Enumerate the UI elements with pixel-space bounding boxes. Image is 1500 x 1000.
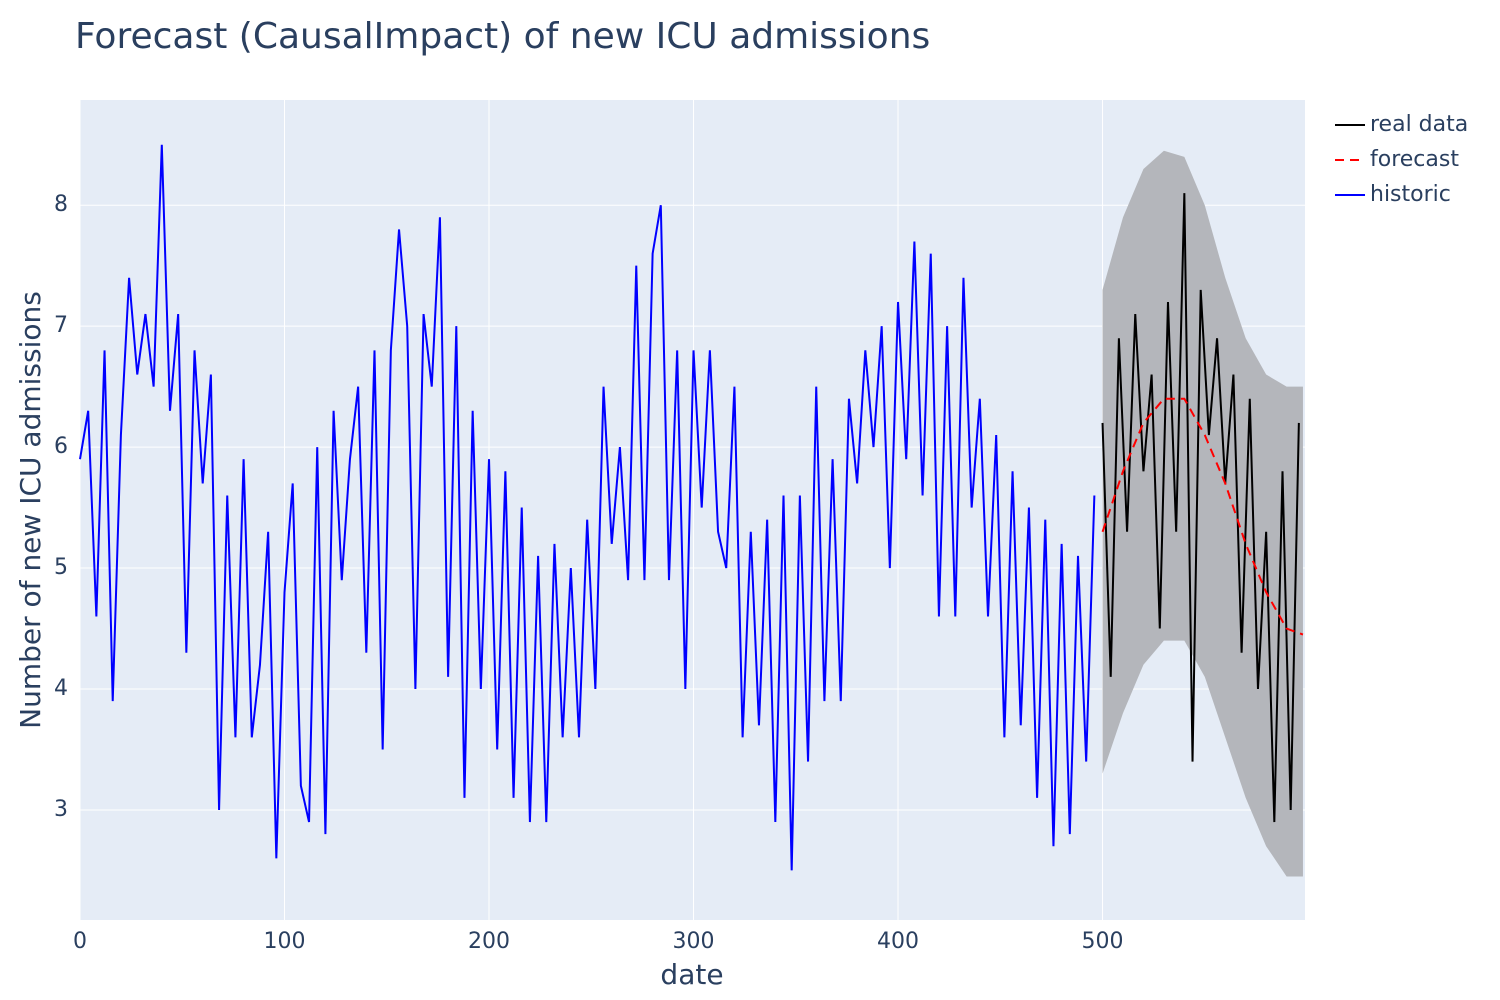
legend: real data forecast historic	[1335, 112, 1468, 207]
y-tick-label: 6	[54, 434, 68, 459]
y-tick-label: 5	[54, 555, 68, 580]
x-tick-label: 400	[877, 929, 919, 954]
y-tick-label: 8	[54, 192, 68, 217]
marks	[79, 144, 1304, 877]
y-tick-label: 7	[54, 313, 68, 338]
y-tick-label: 3	[54, 797, 68, 822]
y-tick-label: 4	[54, 676, 68, 701]
legend-label: forecast	[1370, 147, 1459, 172]
series-line	[1101, 397, 1304, 636]
x-tick-label: 0	[73, 929, 87, 954]
x-tick-label: 100	[264, 929, 306, 954]
series-line	[79, 144, 1096, 871]
confidence-band	[1102, 150, 1303, 877]
legend-label: historic	[1370, 182, 1451, 207]
labels: 0 100 200 300 400 500 3 4 5 6 7 8	[54, 192, 1124, 954]
chart-title: Forecast (CausalImpact) of new ICU admis…	[75, 16, 930, 57]
grid	[79, 100, 1305, 920]
y-axis-title: Number of new ICU admissions	[14, 291, 47, 729]
x-tick-label: 200	[468, 929, 510, 954]
series-line	[1101, 193, 1300, 823]
legend-label: real data	[1370, 112, 1468, 137]
x-tick-label: 300	[673, 929, 715, 954]
x-tick-label: 500	[1082, 929, 1124, 954]
x-axis-title: date	[660, 958, 723, 991]
